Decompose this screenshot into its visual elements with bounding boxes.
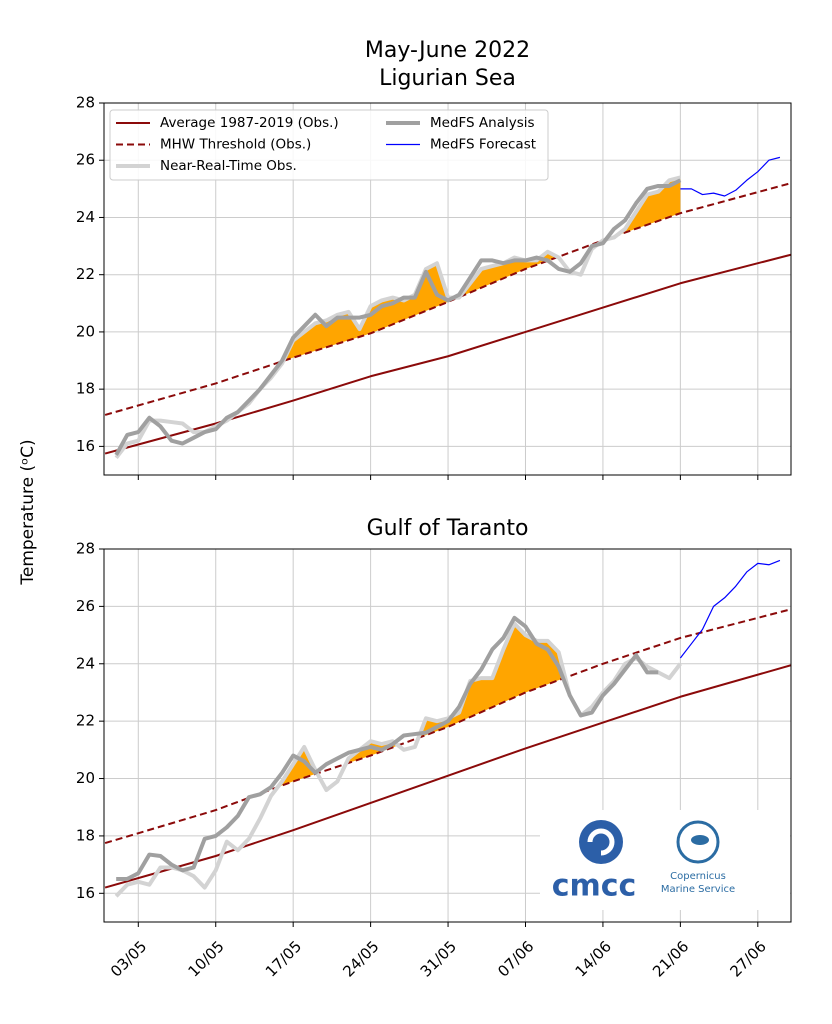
axes-frame bbox=[103, 548, 792, 923]
legend-label: MHW Threshold (Obs.) bbox=[160, 137, 311, 153]
x-tick-label: 10/05 bbox=[184, 937, 227, 980]
chart-title: May-June 2022 bbox=[365, 38, 530, 63]
copernicus-emblem bbox=[676, 820, 720, 864]
y-tick-label: 28 bbox=[76, 94, 95, 112]
plot-area bbox=[104, 559, 791, 898]
legend-label: Average 1987-2019 (Obs.) bbox=[160, 115, 339, 131]
copernicus-fish bbox=[691, 835, 709, 845]
series-line bbox=[679, 559, 781, 659]
series-line bbox=[114, 621, 682, 898]
y-tick-label: 22 bbox=[76, 265, 95, 283]
mhw-fill bbox=[283, 263, 459, 361]
series-line bbox=[116, 615, 659, 881]
y-tick-label: 24 bbox=[76, 208, 95, 226]
chart-title: Gulf of Taranto bbox=[367, 516, 529, 541]
y-tick-label: 26 bbox=[76, 597, 95, 615]
y-tick-label: 20 bbox=[76, 769, 95, 787]
x-tick-label: 31/05 bbox=[417, 937, 460, 980]
mhw-fill bbox=[418, 623, 566, 738]
y-tick-label: 22 bbox=[76, 712, 95, 730]
x-tick-label: 07/06 bbox=[494, 937, 537, 980]
series-line bbox=[114, 178, 682, 456]
axes-frame bbox=[103, 102, 792, 476]
plot-area bbox=[104, 156, 791, 460]
legend-box bbox=[109, 109, 549, 181]
y-tick-label: 18 bbox=[76, 380, 95, 398]
x-tick-label: 21/06 bbox=[649, 937, 692, 980]
y-tick-label: 26 bbox=[76, 151, 95, 169]
series-line bbox=[104, 253, 791, 455]
legend-label: Near-Real-Time Obs. bbox=[160, 158, 297, 174]
legend-label: MedFS Forecast bbox=[430, 137, 536, 153]
y-tick-label: 16 bbox=[76, 884, 95, 902]
chart-subtitle: Ligurian Sea bbox=[379, 66, 516, 91]
x-tick-label: 24/05 bbox=[339, 937, 382, 980]
cmcc-swirl bbox=[587, 828, 615, 856]
y-tick-label: 28 bbox=[76, 540, 95, 558]
x-tick-label: 17/05 bbox=[262, 937, 305, 980]
series-line bbox=[104, 608, 791, 845]
y-tick-label: 20 bbox=[76, 322, 95, 340]
copernicus-text: Marine Service bbox=[661, 884, 735, 895]
logo-area: cmcc Copernicus Marine Service bbox=[540, 810, 790, 910]
y-tick-label: 18 bbox=[76, 826, 95, 844]
y-tick-label: 24 bbox=[76, 654, 95, 672]
y-tick-label: 16 bbox=[76, 437, 95, 455]
legend-label: MedFS Analysis bbox=[430, 115, 535, 131]
x-tick-label: 03/05 bbox=[107, 937, 150, 980]
y-axis-label: Temperature (ᵒC) bbox=[18, 439, 38, 585]
copernicus-text: Copernicus bbox=[670, 871, 726, 882]
x-tick-label: 27/06 bbox=[727, 937, 770, 980]
logo-background bbox=[540, 810, 790, 910]
series-line bbox=[680, 156, 781, 197]
x-tick-label: 14/06 bbox=[572, 937, 615, 980]
cmcc-logo-text: cmcc bbox=[552, 869, 637, 904]
cmcc-emblem bbox=[579, 820, 623, 864]
